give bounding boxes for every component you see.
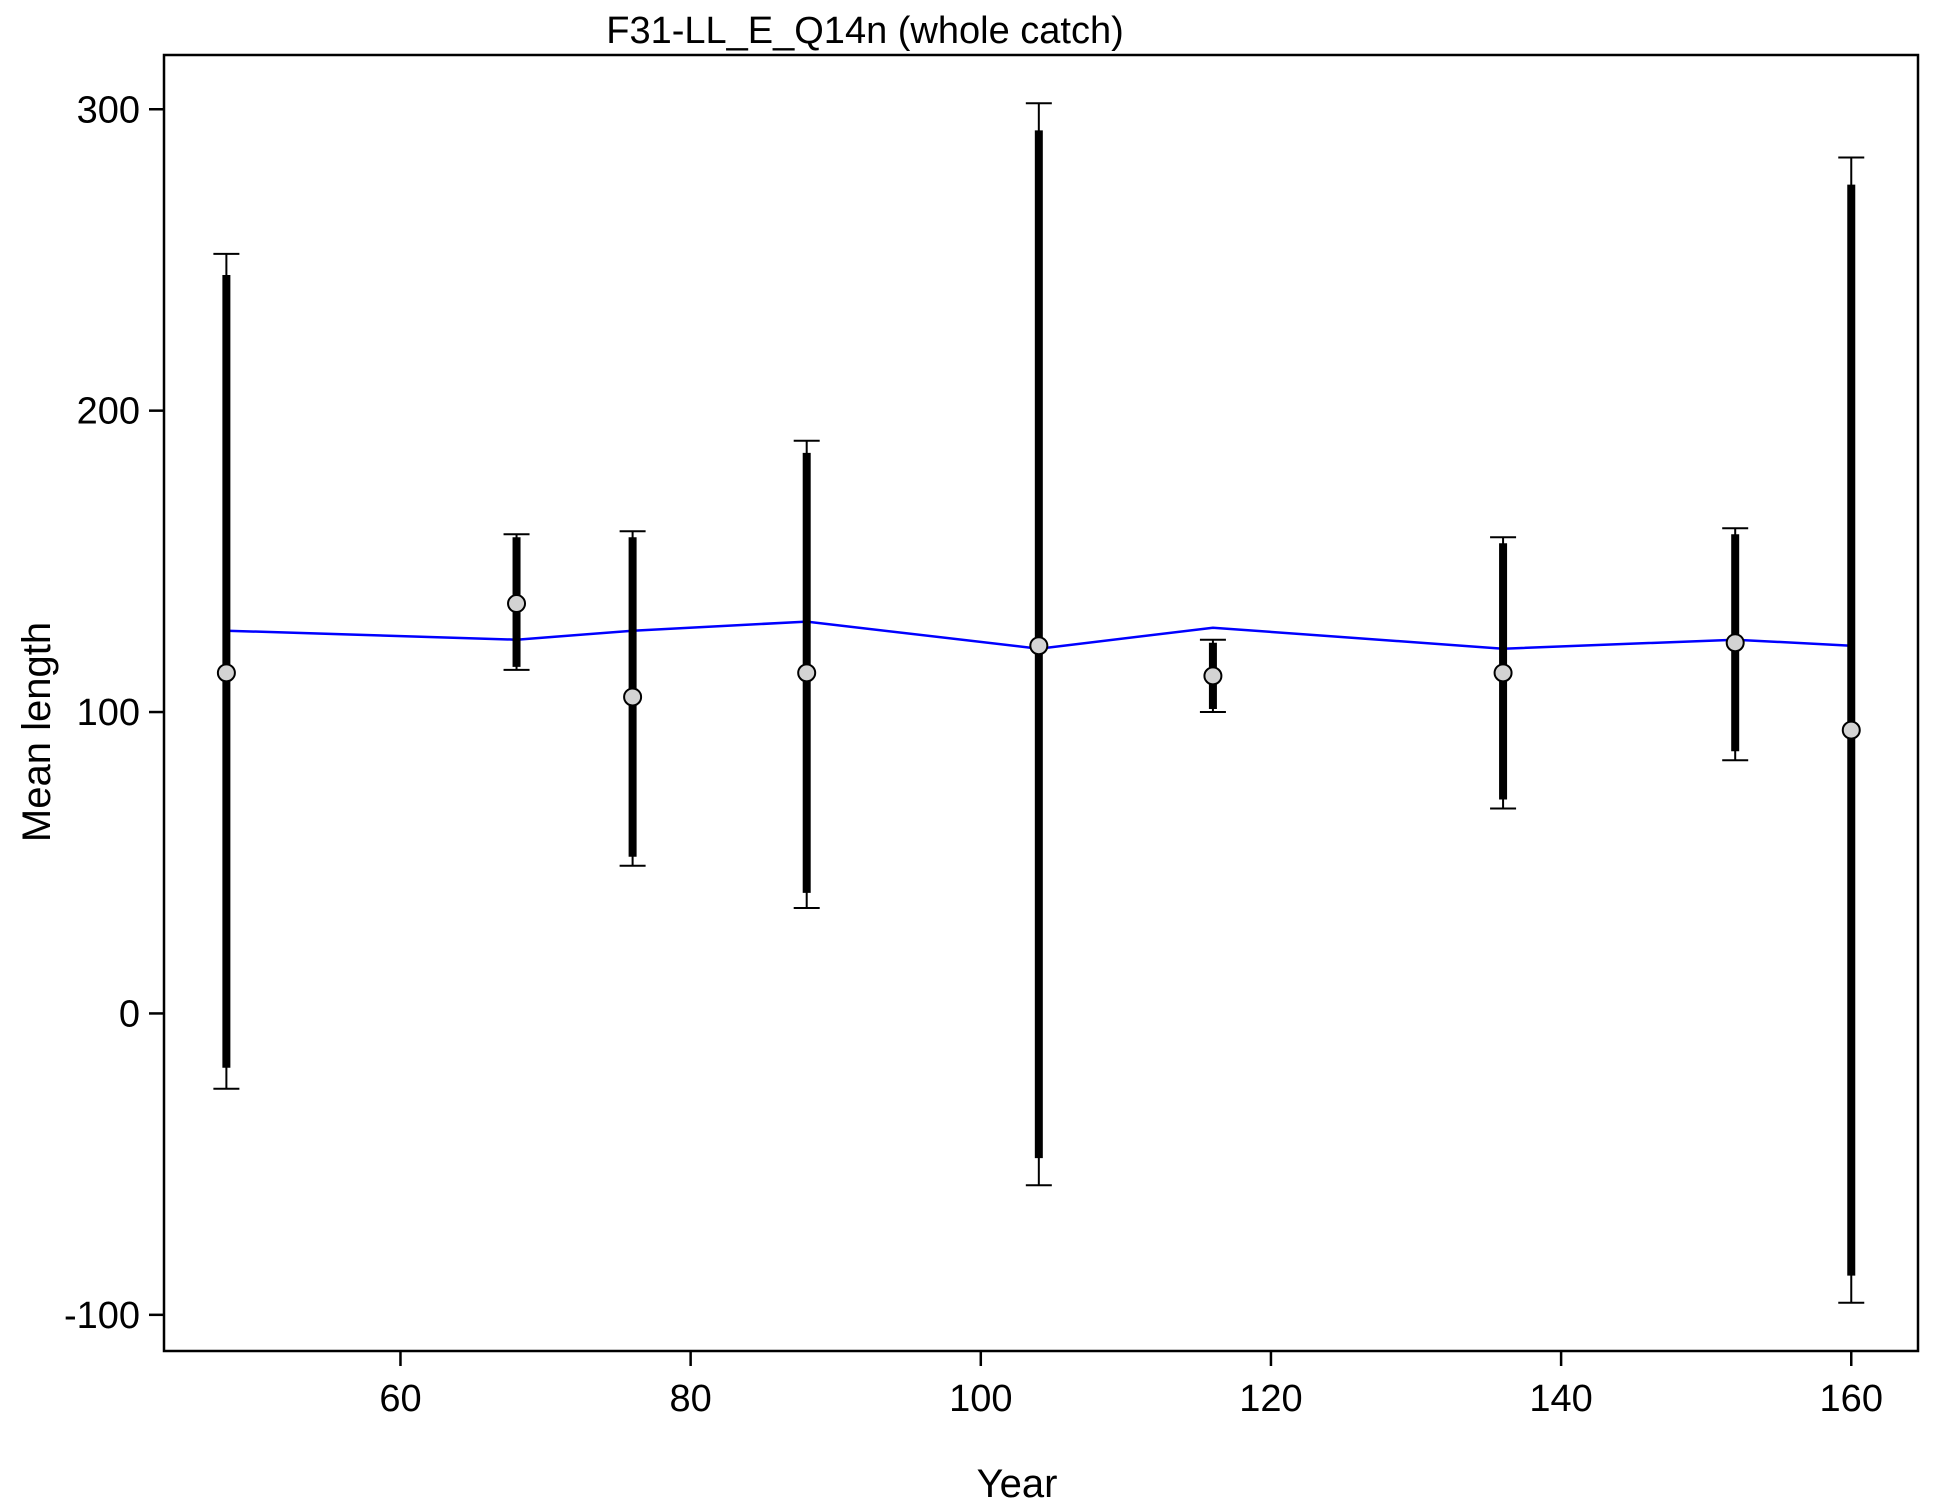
observed-mean-point [1493,663,1513,683]
observed-mean-series [216,594,1861,740]
x-tick-label-100: 100 [949,1378,1012,1420]
observed-mean-point [216,663,236,683]
observed-mean-point [507,594,527,614]
y-tick-label-200: 200 [77,391,140,433]
y-axis-label: Mean length [15,622,59,842]
y-axis: -100 0 100 200 300 [64,89,164,1337]
y-tick-label-0: 0 [119,993,140,1035]
y-tick-label-100: 100 [77,692,140,734]
x-tick-label-140: 140 [1529,1378,1592,1420]
x-axis: 60 80 100 120 140 160 [379,1351,1883,1420]
observed-mean-point [1725,633,1745,653]
x-tick-label-80: 80 [669,1378,711,1420]
observed-mean-point [1841,720,1861,740]
observed-mean-point [797,663,817,683]
x-tick-label-160: 160 [1820,1378,1883,1420]
x-axis-label: Year [977,1462,1058,1500]
x-tick-label-120: 120 [1239,1378,1302,1420]
observed-mean-point [623,687,643,707]
observed-mean-point [1029,636,1049,656]
y-tick-label--100: -100 [64,1295,140,1337]
observed-mean-point [1203,666,1223,686]
x-tick-label-60: 60 [379,1378,421,1420]
y-tick-label-300: 300 [77,89,140,131]
chart-title: F31-LL_E_Q14n (whole catch) [606,10,1124,52]
plot-frame [162,53,1920,1353]
error-bars-series [213,102,1865,1304]
